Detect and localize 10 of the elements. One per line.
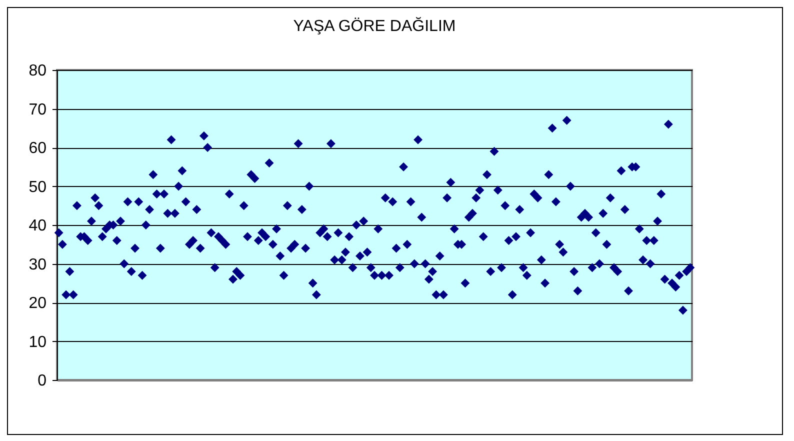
y-tick-label: 70 — [28, 101, 47, 118]
y-tick-label: 10 — [28, 334, 47, 351]
y-tick-label: 40 — [28, 218, 47, 234]
y-tick-label: 60 — [28, 140, 47, 157]
y-tick-label: 0 — [38, 372, 47, 390]
y-tick-label: 80 — [28, 62, 47, 80]
y-tick-label: 20 — [28, 295, 47, 312]
y-tick-label: 30 — [28, 256, 47, 274]
chart-title: YAŞA GÖRE DAĞILIM — [293, 17, 456, 35]
y-tick-label: 50 — [28, 178, 47, 196]
